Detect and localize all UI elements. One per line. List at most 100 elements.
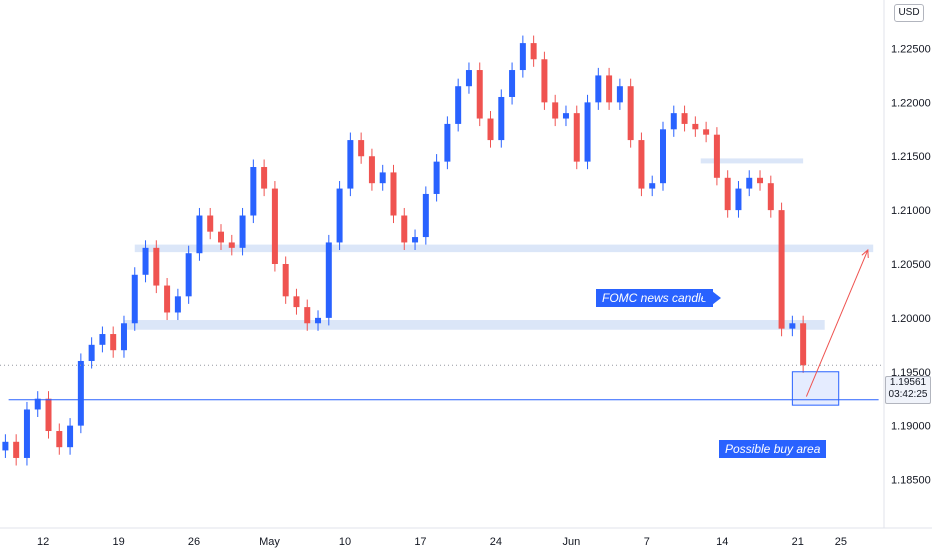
candle-body	[465, 70, 472, 87]
time-tick-label: 19	[112, 536, 124, 548]
time-tick-label: 10	[339, 536, 351, 548]
time-tick-label: 12	[37, 536, 49, 548]
candle-body	[476, 70, 483, 119]
candle-body	[638, 140, 645, 189]
candle-body	[670, 113, 677, 130]
candle-body	[218, 231, 224, 243]
zone-resistance	[700, 158, 804, 164]
candle-body	[606, 75, 613, 103]
candle-body	[45, 398, 52, 432]
candle-body	[2, 441, 9, 451]
candle-body	[649, 183, 656, 189]
candle-body	[67, 425, 74, 448]
candle-body	[692, 123, 699, 130]
candle-body	[88, 344, 95, 361]
price-tick-label: 1.21000	[891, 205, 931, 217]
candle-body	[368, 156, 375, 184]
bar-countdown: 03:42:25	[888, 389, 928, 400]
price-tick-label: 1.22500	[891, 43, 931, 55]
price-tick-label: 1.21500	[891, 151, 931, 163]
candle-body	[681, 113, 688, 124]
candle-body	[616, 86, 623, 103]
candle-body	[433, 161, 440, 194]
price-tick-label: 1.19500	[891, 367, 931, 379]
fomc-annotation-text: FOMC news candle	[602, 291, 708, 305]
price-tick-label: 1.20000	[891, 313, 931, 325]
candle-body	[767, 183, 774, 211]
candle-body	[207, 215, 214, 232]
candle-body	[56, 431, 63, 448]
candle-body	[185, 253, 192, 297]
price-zones	[123, 158, 874, 330]
candle-body	[584, 102, 591, 162]
time-tick-label: 21	[792, 536, 804, 548]
candle-body	[34, 398, 41, 410]
candle-body	[541, 59, 548, 103]
candle-body	[422, 193, 429, 238]
zone-support	[123, 320, 825, 330]
candle-body	[757, 177, 764, 184]
time-tick-label: 24	[490, 536, 502, 548]
candle-body	[282, 264, 289, 297]
time-axis[interactable]: 12 19 26 May 10 17 24 Jun 7 14 21 25	[37, 536, 847, 548]
time-tick-label: 26	[188, 536, 200, 548]
price-tick-label: 1.18500	[891, 475, 931, 487]
candle-body	[77, 360, 84, 426]
candle-body	[228, 242, 235, 248]
right-arrow-icon	[703, 291, 721, 305]
price-axis[interactable]: 1.22500 1.22000 1.21500 1.21000 1.20500 1.200…	[891, 43, 931, 486]
candle-body	[552, 102, 559, 119]
candle-body	[562, 113, 569, 119]
candle-body	[735, 188, 742, 211]
price-tick-label: 1.19000	[891, 421, 931, 433]
candle-body	[315, 317, 322, 324]
candle-body	[379, 172, 386, 184]
candle-body	[390, 172, 397, 216]
candle-body	[746, 177, 753, 189]
candle-body	[703, 129, 710, 135]
candle-body	[271, 188, 278, 264]
candle-body	[444, 123, 451, 162]
candle-body	[498, 96, 505, 141]
candle-body	[304, 307, 311, 324]
candle-body	[789, 323, 796, 329]
candle-body	[131, 274, 138, 324]
candle-body	[250, 167, 257, 216]
candle-body	[13, 441, 20, 458]
candle-body	[120, 323, 127, 351]
time-tick-label: May	[259, 536, 280, 548]
price-tick-label: 1.22000	[891, 97, 931, 109]
time-tick-label: Jun	[562, 536, 580, 548]
current-price-tag: 1.19561 03:42:25	[885, 376, 931, 404]
candle-body	[724, 177, 731, 211]
price-tick-label: 1.20500	[891, 259, 931, 271]
candle-body	[196, 215, 203, 254]
candle-body	[358, 140, 365, 157]
time-tick-label: 14	[716, 536, 728, 548]
candle-body	[325, 242, 332, 318]
candle-body	[412, 237, 419, 243]
time-tick-label: 25	[835, 536, 847, 548]
candle-body	[293, 296, 300, 308]
candle-body	[487, 118, 494, 141]
candle-body	[336, 188, 343, 243]
candle-body	[660, 129, 666, 184]
candle-body	[239, 215, 246, 248]
currency-label[interactable]: USD	[894, 4, 924, 22]
overlays	[0, 248, 884, 406]
time-tick-label: 7	[644, 536, 650, 548]
candle-body	[778, 210, 785, 329]
arrow-head	[861, 248, 869, 259]
candle-body	[164, 285, 171, 313]
candle-body	[99, 334, 106, 345]
candle-body	[713, 134, 720, 178]
current-price-value: 1.19561	[889, 377, 927, 388]
candle-body	[455, 86, 462, 124]
candle-body	[174, 296, 181, 313]
buy-area-annotation: Possible buy area	[719, 440, 827, 458]
fomc-annotation: FOMC news candle	[596, 289, 714, 307]
candle-body	[347, 140, 354, 189]
candle-body	[519, 43, 526, 71]
candle-body	[153, 247, 160, 286]
